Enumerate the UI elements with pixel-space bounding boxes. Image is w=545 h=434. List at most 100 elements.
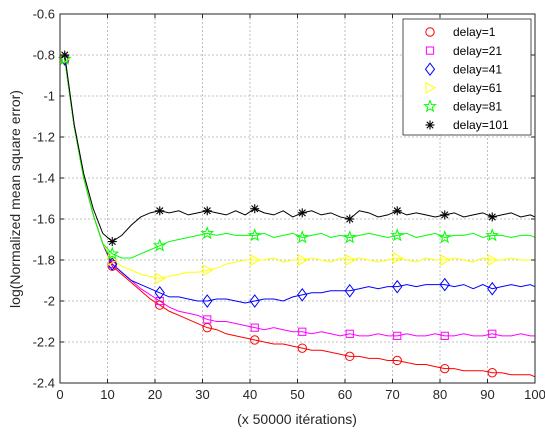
data-point-marker [342, 230, 357, 244]
y-tick-label: -0.6 [33, 7, 55, 22]
asterisk-stroke [156, 207, 164, 215]
data-point-marker [297, 254, 309, 266]
legend-label: delay=21 [453, 44, 502, 58]
series-line-3 [64, 59, 536, 304]
legend-marker [425, 46, 435, 55]
legend-box [402, 18, 532, 136]
y-tick-labels: -0.6 -0.8 -1 -1.2 -1.4 -1.6 -1.8 -2 -2.2 -2.4 [33, 7, 55, 391]
series-line-2 [64, 59, 535, 337]
data-point-marker [57, 51, 72, 65]
asterisk-stroke [298, 209, 306, 217]
data-point-marker [152, 238, 167, 252]
legend-label: delay=81 [453, 100, 502, 114]
data-point-marker [247, 228, 262, 242]
data-point-marker [203, 315, 212, 324]
data-point-marker [439, 277, 450, 292]
data-point-marker [155, 296, 164, 306]
data-point-marker [345, 254, 356, 266]
x-tick-label: 30 [195, 387, 209, 402]
x-tick-labels: 0 10 20 30 40 50 60 70 80 90 100 [56, 387, 545, 402]
data-point-marker [440, 363, 450, 374]
y-tick-label: -1.8 [33, 253, 55, 268]
data-point-marker [440, 254, 451, 266]
data-point-marker [250, 254, 261, 266]
data-point-marker [298, 327, 307, 336]
x-tick-label: 100 [524, 387, 545, 402]
data-point-marker [344, 283, 355, 298]
data-point-marker [107, 257, 118, 271]
legend: delay=1 delay=21 delay=41 delay=61 delay=81 d… [402, 18, 532, 136]
asterisk-stroke [426, 121, 434, 129]
series-line-5 [64, 59, 536, 259]
data-point-marker [390, 228, 405, 242]
data-point-marker [392, 206, 402, 216]
data-point-marker [107, 237, 117, 247]
y-tick-label: -0.8 [33, 48, 55, 63]
data-point-marker [485, 228, 500, 242]
x-tick-label: 90 [480, 387, 494, 402]
data-point-marker [392, 252, 404, 264]
y-tick-label: -1 [43, 89, 55, 104]
asterisk-stroke [203, 207, 211, 215]
asterisk-stroke [108, 237, 116, 246]
x-tick-label: 40 [243, 387, 257, 402]
data-point-marker [250, 204, 260, 214]
y-axis-label: log(Normalized mean square error) [7, 90, 23, 308]
data-point-marker [155, 206, 165, 216]
data-point-marker [107, 254, 119, 266]
x-tick-label: 60 [338, 387, 352, 402]
y-tick-label: -2.4 [33, 376, 55, 391]
data-point-marker [440, 331, 449, 340]
data-point-marker [437, 230, 452, 244]
series-line-1 [64, 59, 536, 378]
data-point-marker [487, 254, 499, 266]
x-tick-label: 10 [100, 387, 114, 402]
legend-label: delay=1 [453, 25, 496, 39]
data-point-marker [155, 272, 166, 285]
data-point-marker [440, 210, 450, 220]
axis-ticks [59, 13, 536, 384]
data-point-marker [200, 226, 215, 240]
asterisk-stroke [393, 207, 401, 215]
data-point-marker [487, 281, 498, 296]
data-point-marker [297, 288, 308, 302]
data-point-marker [250, 323, 259, 332]
asterisk-stroke [61, 51, 69, 59]
data-point-marker [393, 331, 402, 340]
data-point-marker [202, 264, 214, 277]
legend-marker [424, 62, 436, 77]
asterisk-stroke [488, 213, 496, 221]
legend-label: delay=101 [453, 118, 509, 132]
data-point-marker [297, 208, 307, 218]
legend-marker [425, 81, 437, 94]
data-point-marker [154, 285, 165, 300]
data-point-marker [155, 300, 165, 310]
data-point-marker [297, 343, 307, 353]
legend-marker [425, 27, 435, 37]
asterisk-stroke [251, 205, 259, 213]
x-tick-label: 0 [56, 387, 63, 402]
data-point-marker [488, 329, 497, 338]
y-tick-label: -1.4 [33, 171, 55, 186]
legend-label: delay=61 [453, 81, 502, 95]
series-markers [57, 50, 500, 378]
data-point-marker [250, 335, 260, 345]
x-tick-label: 70 [385, 387, 399, 402]
x-tick-label: 20 [148, 387, 162, 402]
series-line-4 [64, 59, 535, 279]
data-point-marker [202, 206, 212, 216]
data-point-marker [487, 212, 497, 222]
data-point-marker [487, 368, 497, 378]
data-point-marker [249, 294, 260, 308]
legend-marker [423, 99, 437, 113]
data-point-marker [202, 294, 213, 308]
y-tick-label: -1.2 [33, 130, 55, 145]
legend-label: delay=41 [453, 62, 502, 76]
data-point-marker [392, 355, 402, 366]
y-tick-label: -2.2 [33, 335, 55, 350]
data-point-marker [345, 351, 355, 362]
x-tick-label: 50 [290, 387, 304, 402]
asterisk-stroke [441, 211, 449, 219]
legend-marker [425, 120, 435, 130]
